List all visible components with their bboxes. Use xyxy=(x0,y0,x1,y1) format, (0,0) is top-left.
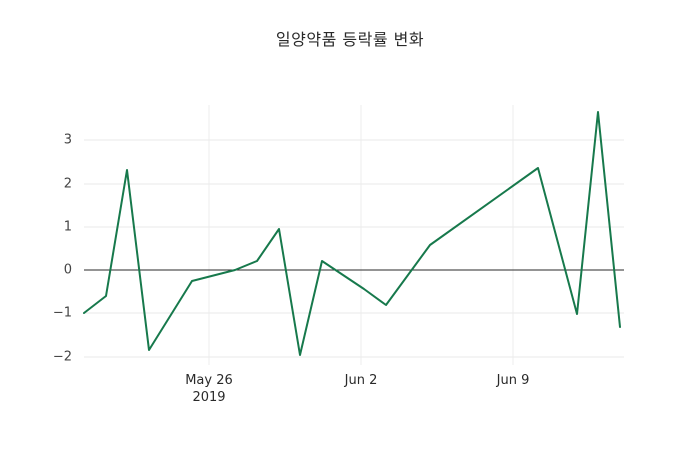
ytick-label-minus-1: −1 xyxy=(52,305,72,321)
ytick-label-3: 3 xyxy=(63,132,72,148)
ytick-label-minus-2: −2 xyxy=(52,349,72,365)
vertical-gridlines xyxy=(208,105,514,365)
ytick-label-2: 2 xyxy=(63,176,72,192)
xtick-label-jun-2: Jun 2 xyxy=(344,373,378,388)
ytick-label-1: 1 xyxy=(63,219,72,235)
ytick-label-0: 0 xyxy=(63,262,72,278)
chart-title: 일양약품 등락률 변화 xyxy=(275,30,425,49)
horizontal-gridlines xyxy=(84,139,624,358)
xtick-label-jun-9: Jun 9 xyxy=(496,373,530,388)
data-series-line xyxy=(83,111,621,356)
xtick-label-may-26: May 26 2019 xyxy=(185,373,233,405)
